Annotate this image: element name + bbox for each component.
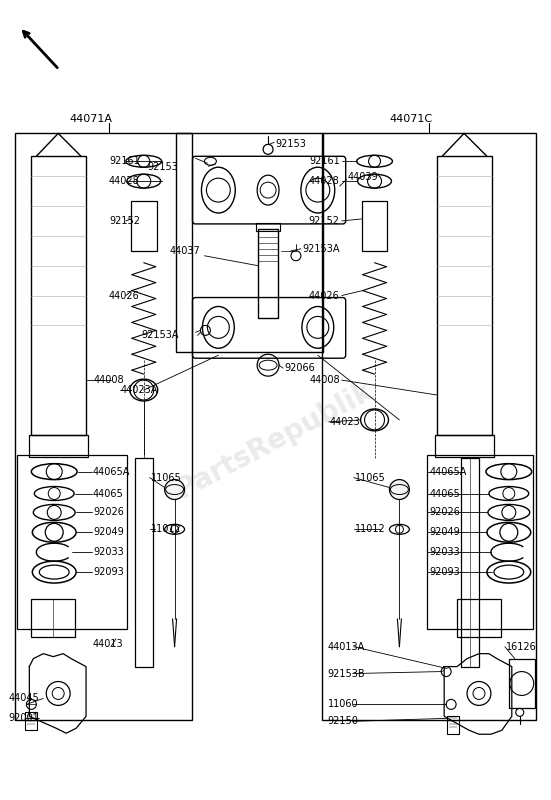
Text: 92153: 92153: [148, 162, 179, 172]
Bar: [31, 599, 75, 637]
Text: 44013A: 44013A: [328, 642, 365, 652]
Bar: [437, 156, 492, 435]
Bar: [31, 156, 86, 435]
Text: 44008: 44008: [309, 375, 340, 385]
Bar: [131, 201, 156, 250]
Text: 44028: 44028: [109, 176, 140, 186]
Text: 92093: 92093: [429, 567, 460, 577]
Text: 92001: 92001: [9, 714, 39, 723]
Bar: [29, 435, 88, 457]
Bar: [509, 658, 534, 708]
Bar: [461, 458, 479, 666]
Text: 92093: 92093: [93, 567, 124, 577]
Text: 92033: 92033: [93, 547, 124, 557]
Text: 44071C: 44071C: [390, 114, 433, 125]
Text: 92150: 92150: [328, 716, 359, 726]
Bar: [256, 223, 280, 231]
Text: 11012: 11012: [151, 524, 181, 534]
Text: 44023A: 44023A: [121, 385, 158, 395]
Text: 44065: 44065: [93, 489, 124, 498]
Text: 11065: 11065: [151, 473, 181, 482]
Text: 92026: 92026: [429, 507, 460, 518]
Bar: [18, 454, 127, 629]
Bar: [135, 458, 153, 666]
Bar: [361, 201, 387, 250]
Text: 44065A: 44065A: [93, 466, 131, 477]
Circle shape: [390, 479, 409, 499]
Text: 44037: 44037: [170, 246, 201, 256]
Text: 44065A: 44065A: [429, 466, 467, 477]
Bar: [322, 134, 536, 720]
Bar: [25, 712, 37, 730]
Text: 44013: 44013: [93, 638, 123, 649]
Text: 92153A: 92153A: [141, 330, 179, 340]
Bar: [457, 599, 501, 637]
Text: 44045: 44045: [9, 694, 39, 703]
Text: 11065: 11065: [355, 473, 385, 482]
Bar: [427, 454, 533, 629]
Text: 44071A: 44071A: [69, 114, 112, 125]
Text: 92153B: 92153B: [328, 669, 365, 678]
Text: 92161: 92161: [109, 156, 140, 166]
Text: 92161: 92161: [309, 156, 340, 166]
Text: 44039: 44039: [348, 172, 379, 182]
Text: 92152: 92152: [109, 216, 140, 226]
Text: 44028: 44028: [309, 176, 340, 186]
Text: 92152: 92152: [309, 216, 340, 226]
Text: 92049: 92049: [93, 527, 124, 538]
Text: 11060: 11060: [328, 699, 358, 710]
Bar: [15, 134, 192, 720]
Text: 44026: 44026: [109, 290, 140, 301]
Circle shape: [165, 479, 185, 499]
Text: 92026: 92026: [93, 507, 124, 518]
Text: 44065: 44065: [429, 489, 460, 498]
Text: 92066: 92066: [284, 363, 315, 373]
Bar: [176, 134, 323, 352]
Bar: [435, 435, 494, 457]
Text: 44008: 44008: [94, 375, 125, 385]
Text: 92153A: 92153A: [302, 244, 339, 254]
Text: 44026: 44026: [309, 290, 340, 301]
Text: 92049: 92049: [429, 527, 460, 538]
Text: 92153: 92153: [275, 139, 306, 150]
Text: 16126: 16126: [506, 642, 537, 652]
Bar: [258, 229, 278, 318]
Text: PartsRepublik: PartsRepublik: [172, 376, 379, 504]
Text: 11012: 11012: [355, 524, 385, 534]
Bar: [447, 716, 459, 734]
Text: 44023: 44023: [329, 417, 360, 427]
Text: 92033: 92033: [429, 547, 460, 557]
